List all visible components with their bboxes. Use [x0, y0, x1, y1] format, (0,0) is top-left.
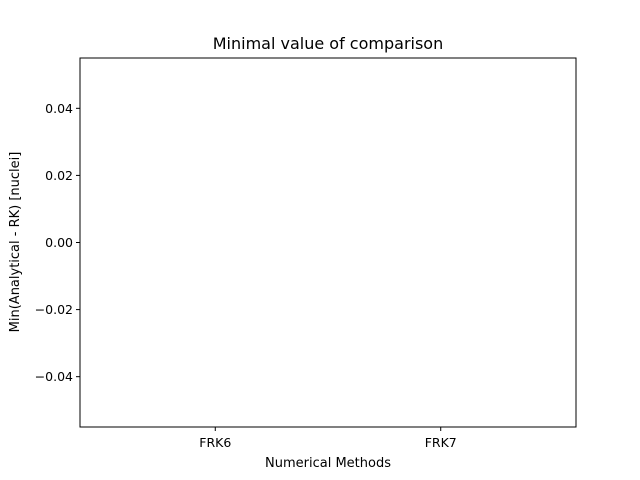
chart-title: Minimal value of comparison: [213, 34, 443, 53]
x-axis-ticks: FRK6 FRK7: [199, 427, 457, 450]
y-tick-label: 0.04: [45, 101, 73, 116]
y-tick-label: 0.00: [45, 235, 73, 250]
y-tick-label: −0.04: [35, 369, 73, 384]
x-axis-label: Numerical Methods: [265, 456, 391, 471]
x-tick-label-frk7: FRK7: [425, 435, 457, 450]
y-axis-ticks: −0.04 −0.02 0.00 0.02 0.04: [35, 101, 80, 384]
x-tick-label-frk6: FRK6: [199, 435, 231, 450]
y-tick-label: 0.02: [45, 168, 73, 183]
y-axis-label: Min(Analytical - RK) [nuclei]: [8, 152, 23, 333]
y-tick-label: −0.02: [35, 302, 73, 317]
